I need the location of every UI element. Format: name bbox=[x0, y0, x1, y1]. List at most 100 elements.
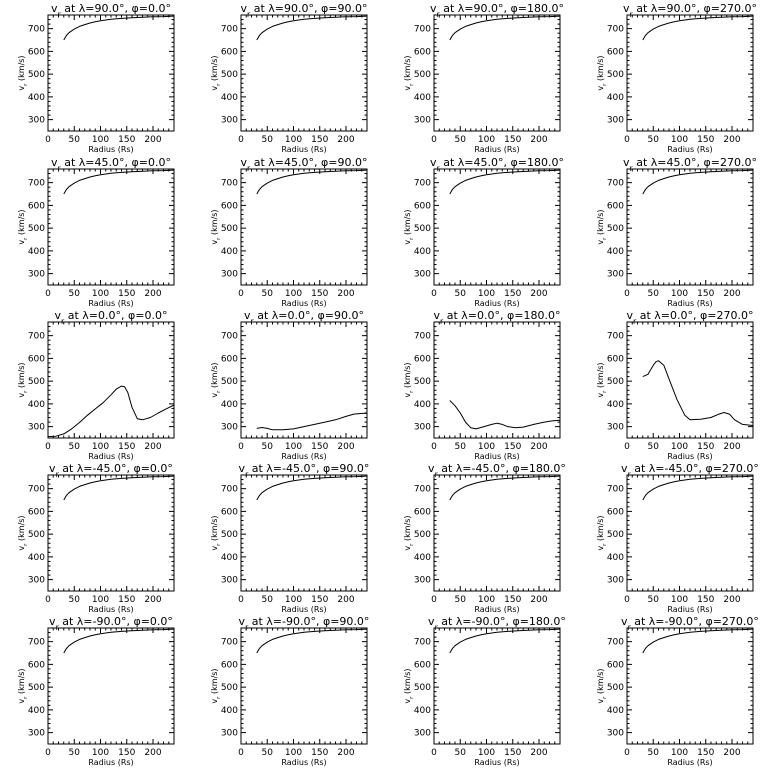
y-axis-label: vr (km/s) bbox=[17, 55, 29, 90]
plot-frame bbox=[626, 474, 754, 592]
panel-title: vr at λ=-90.0°, φ=270.0° bbox=[621, 615, 759, 632]
y-tick-label: 600 bbox=[607, 47, 624, 57]
x-tick-label: 50 bbox=[69, 595, 81, 605]
x-tick-label: 150 bbox=[697, 289, 714, 299]
y-tick-label: 600 bbox=[414, 47, 431, 57]
x-tick-label: 100 bbox=[671, 289, 688, 299]
series-line bbox=[449, 628, 561, 654]
x-tick-label: 0 bbox=[238, 289, 244, 299]
panel-title: vr at λ=90.0°, φ=180.0° bbox=[430, 2, 564, 19]
y-axis-label: vr (km/s) bbox=[403, 209, 415, 244]
y-tick-label: 700 bbox=[221, 485, 238, 495]
x-tick-label: 200 bbox=[530, 135, 547, 145]
plot-frame bbox=[240, 627, 368, 745]
x-tick-label: 150 bbox=[504, 289, 521, 299]
x-tick-label: 50 bbox=[262, 748, 274, 758]
panel-title: vr at λ=90.0°, φ=270.0° bbox=[623, 2, 757, 19]
y-tick-label: 400 bbox=[221, 93, 238, 103]
plot-frame bbox=[626, 14, 754, 132]
y-tick-label: 300 bbox=[221, 116, 238, 126]
plot-frame bbox=[240, 168, 368, 286]
y-tick-label: 300 bbox=[414, 116, 431, 126]
x-tick-label: 200 bbox=[337, 289, 354, 299]
y-tick-label: 600 bbox=[28, 201, 45, 211]
y-tick-label: 500 bbox=[607, 377, 624, 387]
x-tick-label: 100 bbox=[92, 135, 109, 145]
y-tick-label: 400 bbox=[28, 553, 45, 563]
x-tick-label: 150 bbox=[118, 442, 135, 452]
y-axis-label: vr (km/s) bbox=[210, 362, 222, 397]
x-tick-label: 100 bbox=[478, 748, 495, 758]
y-tick-label: 700 bbox=[221, 179, 238, 189]
x-tick-label: 100 bbox=[285, 289, 302, 299]
y-tick-label: 500 bbox=[221, 70, 238, 80]
y-tick-label: 300 bbox=[414, 576, 431, 586]
y-tick-label: 400 bbox=[28, 93, 45, 103]
x-tick-label: 200 bbox=[144, 442, 161, 452]
series-line bbox=[63, 475, 175, 501]
x-tick-label: 150 bbox=[697, 135, 714, 145]
x-tick-label: 50 bbox=[455, 748, 467, 758]
y-tick-label: 700 bbox=[28, 485, 45, 495]
panel-3: vr at λ=90.0°, φ=270.0° 0 50 100 150 200 300 40… bbox=[596, 2, 757, 154]
x-tick-label: 0 bbox=[45, 748, 51, 758]
x-tick-label: 0 bbox=[431, 595, 437, 605]
plot-frame bbox=[433, 168, 561, 286]
x-tick-label: 0 bbox=[431, 135, 437, 145]
y-tick-label: 500 bbox=[607, 70, 624, 80]
y-tick-label: 600 bbox=[221, 660, 238, 670]
x-tick-label: 50 bbox=[69, 289, 81, 299]
x-tick-label: 200 bbox=[144, 595, 161, 605]
x-tick-label: 50 bbox=[262, 289, 274, 299]
x-tick-label: 150 bbox=[504, 442, 521, 452]
panel-title: vr at λ=45.0°, φ=270.0° bbox=[623, 156, 757, 173]
plot-frame bbox=[47, 168, 175, 286]
series-line bbox=[256, 475, 368, 501]
y-tick-label: 300 bbox=[607, 116, 624, 126]
y-tick-label: 700 bbox=[414, 638, 431, 648]
x-axis-label: Radius (Rs) bbox=[667, 145, 712, 154]
y-tick-label: 700 bbox=[414, 179, 431, 189]
series-line bbox=[642, 360, 754, 426]
x-tick-label: 50 bbox=[648, 595, 660, 605]
y-tick-label: 500 bbox=[414, 224, 431, 234]
panel-title: vr at λ=-45.0°, φ=180.0° bbox=[428, 462, 566, 479]
x-tick-label: 100 bbox=[671, 442, 688, 452]
panel-title: vr at λ=0.0°, φ=0.0° bbox=[55, 309, 168, 326]
x-axis-label: Radius (Rs) bbox=[667, 605, 712, 614]
y-axis-label: vr (km/s) bbox=[210, 668, 222, 703]
y-tick-label: 500 bbox=[221, 224, 238, 234]
y-tick-label: 500 bbox=[28, 377, 45, 387]
x-tick-label: 50 bbox=[69, 748, 81, 758]
x-tick-label: 200 bbox=[337, 442, 354, 452]
y-axis-label: vr (km/s) bbox=[596, 55, 608, 90]
series-line bbox=[256, 15, 368, 41]
panel-9: vr at λ=0.0°, φ=90.0° 0 50 100 150 200 300 400 5… bbox=[210, 309, 368, 461]
x-axis-label: Radius (Rs) bbox=[88, 452, 133, 461]
panel-4: vr at λ=45.0°, φ=0.0° 0 50 100 150 200 300 400 5… bbox=[17, 156, 175, 308]
panel-title: vr at λ=-45.0°, φ=0.0° bbox=[49, 462, 173, 479]
plot-frame bbox=[626, 321, 754, 439]
y-tick-label: 500 bbox=[414, 70, 431, 80]
x-tick-label: 100 bbox=[478, 595, 495, 605]
y-tick-label: 300 bbox=[607, 423, 624, 433]
panel-7: vr at λ=45.0°, φ=270.0° 0 50 100 150 200 300 40… bbox=[596, 156, 757, 308]
x-tick-label: 100 bbox=[671, 595, 688, 605]
y-tick-label: 500 bbox=[28, 70, 45, 80]
x-tick-label: 150 bbox=[504, 135, 521, 145]
x-tick-label: 100 bbox=[285, 135, 302, 145]
y-tick-label: 400 bbox=[221, 400, 238, 410]
x-tick-label: 0 bbox=[238, 748, 244, 758]
panel-12: vr at λ=-45.0°, φ=0.0° 0 50 100 150 200 300 400… bbox=[17, 462, 175, 614]
x-tick-label: 50 bbox=[455, 289, 467, 299]
x-tick-label: 50 bbox=[69, 442, 81, 452]
series-line bbox=[449, 400, 561, 430]
y-tick-label: 600 bbox=[607, 201, 624, 211]
x-tick-label: 100 bbox=[285, 595, 302, 605]
x-tick-label: 100 bbox=[92, 748, 109, 758]
x-tick-label: 50 bbox=[648, 135, 660, 145]
x-tick-label: 150 bbox=[697, 748, 714, 758]
y-axis-label: vr (km/s) bbox=[403, 515, 415, 550]
x-tick-label: 200 bbox=[144, 135, 161, 145]
